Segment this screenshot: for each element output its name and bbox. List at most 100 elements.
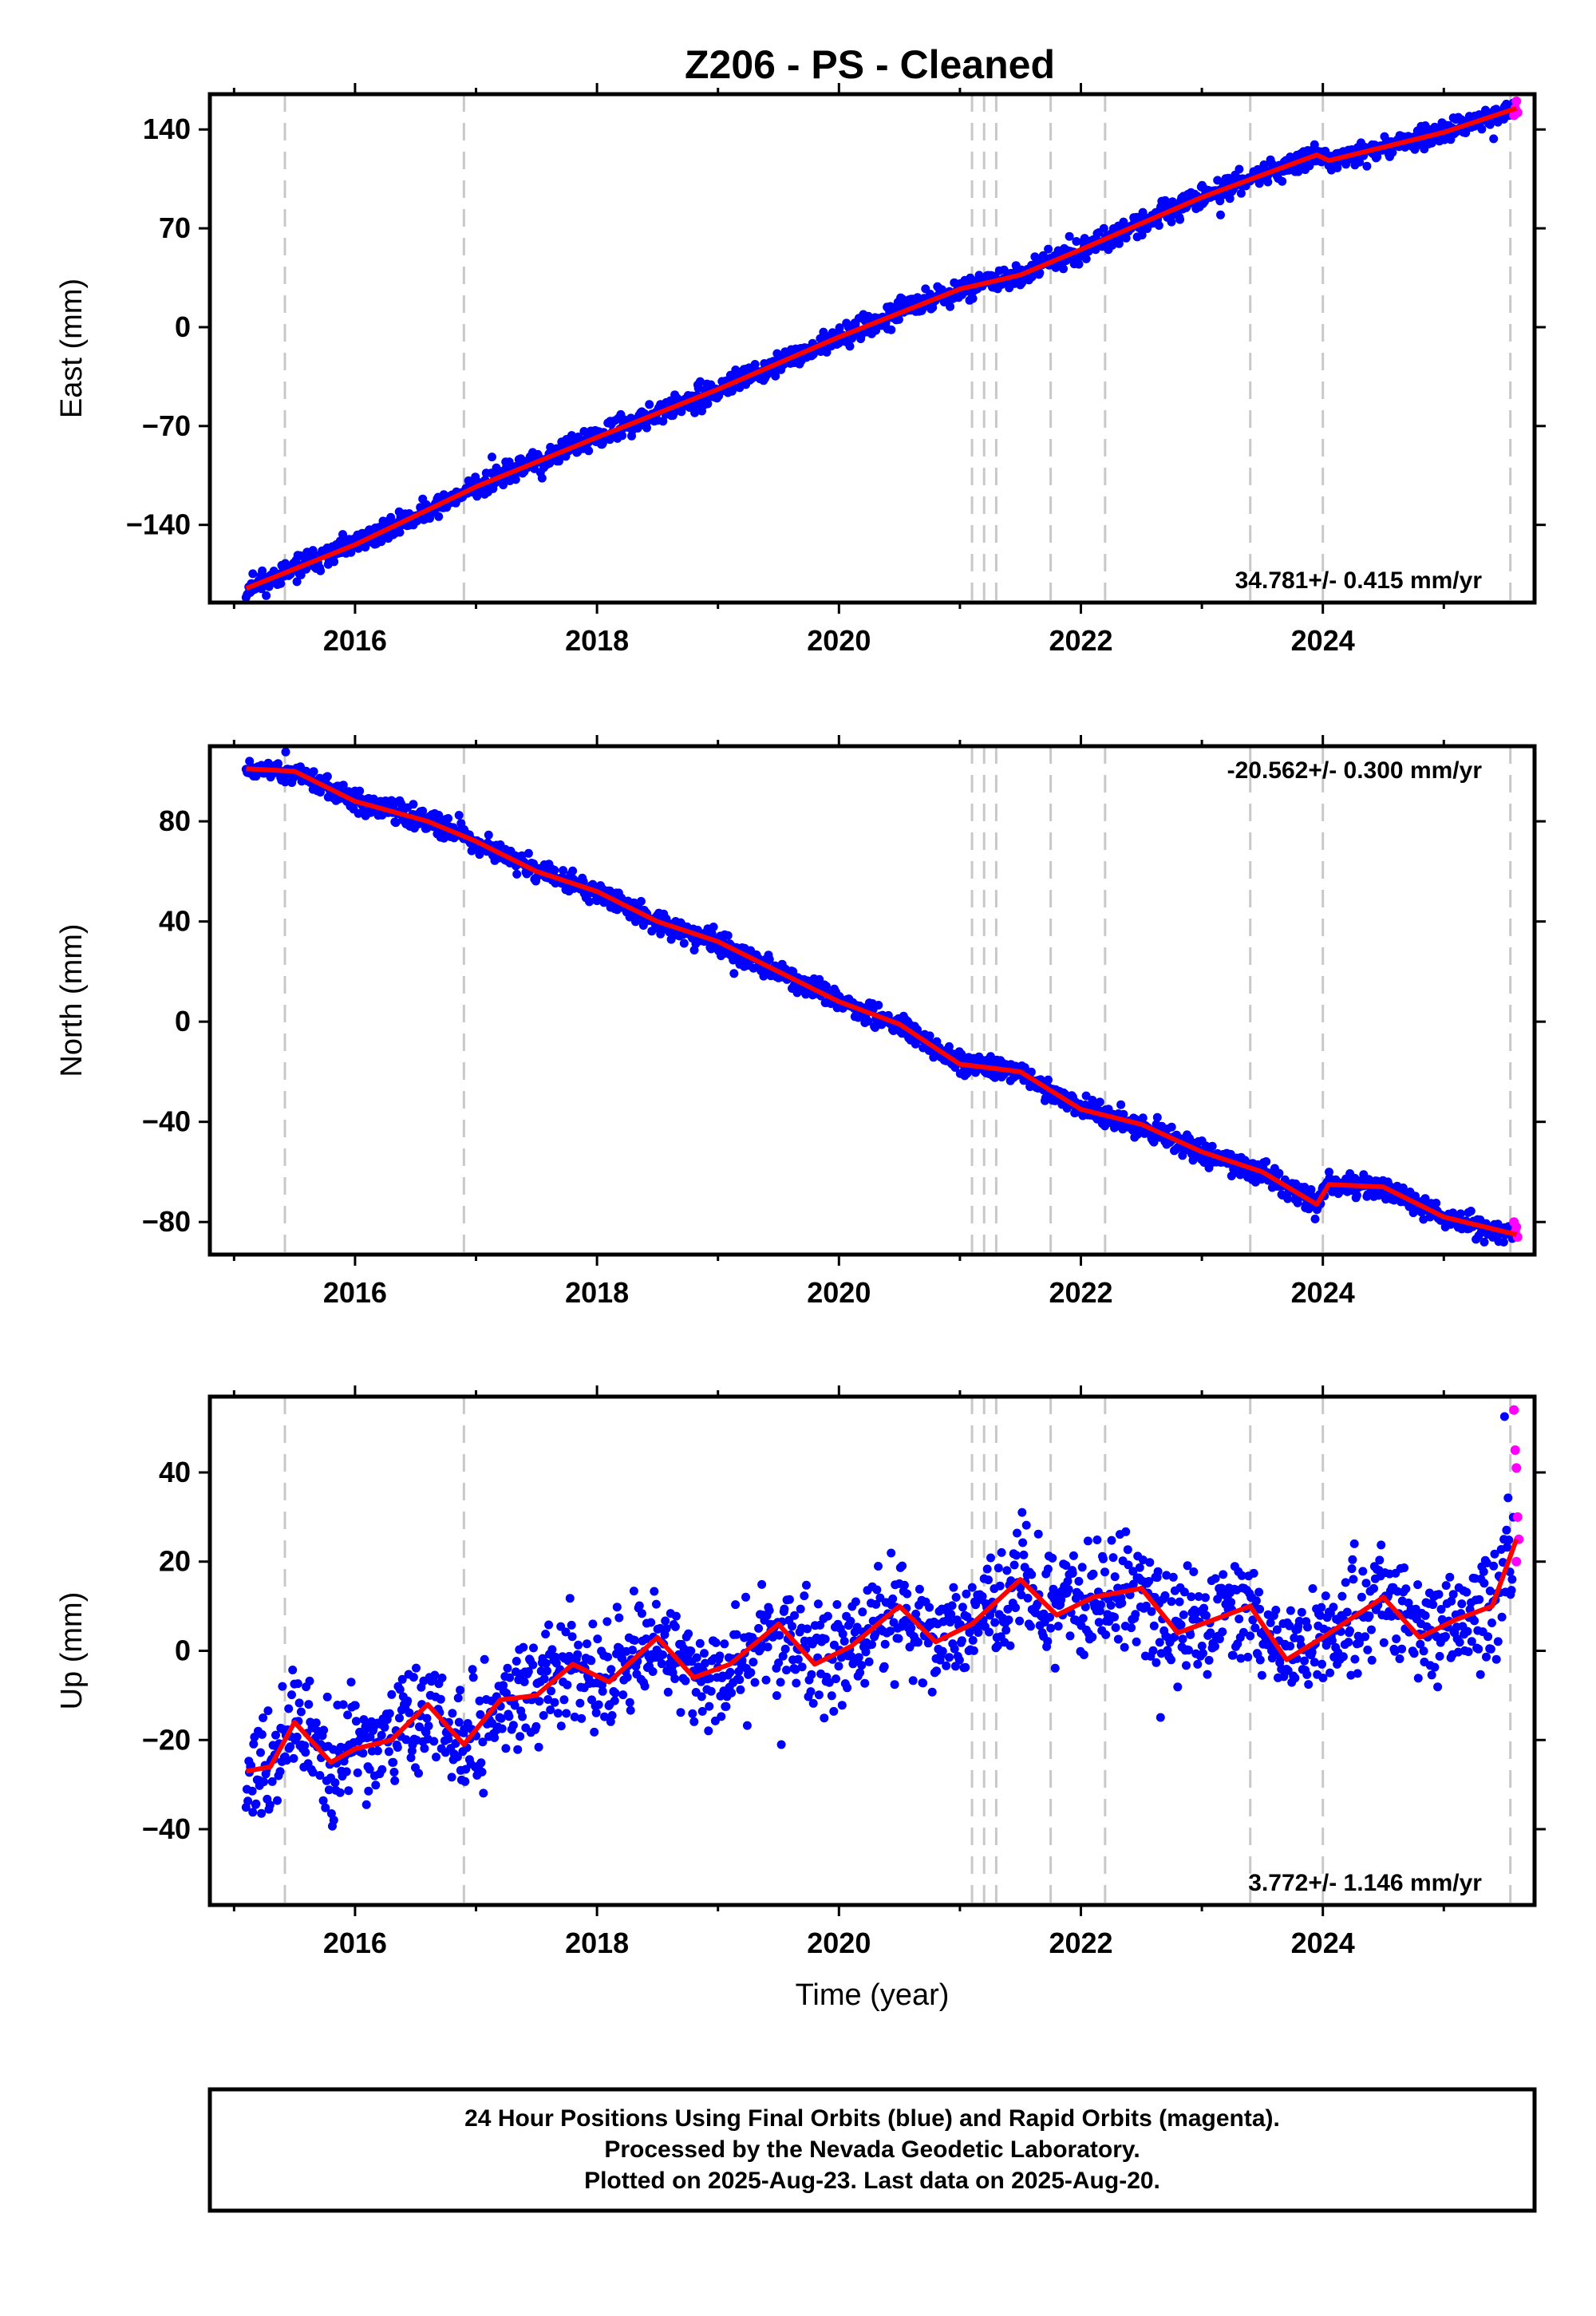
data-point <box>1400 1563 1409 1572</box>
data-point <box>454 811 464 820</box>
data-point <box>281 747 290 757</box>
data-point <box>1430 1662 1440 1672</box>
data-point <box>541 1630 551 1638</box>
data-point <box>537 473 547 483</box>
data-point <box>780 1644 790 1654</box>
data-point <box>497 1724 507 1733</box>
plot-frame <box>207 92 1537 605</box>
data-point <box>1002 1566 1012 1575</box>
data-point <box>711 1638 721 1647</box>
data-point <box>802 1580 811 1590</box>
data-point <box>888 1594 898 1603</box>
data-point <box>803 1624 812 1634</box>
data-point <box>288 1666 298 1674</box>
x-tick-label: 2018 <box>565 624 629 657</box>
data-point <box>1218 1627 1227 1637</box>
data-point <box>1211 1642 1219 1651</box>
data-point <box>523 1667 533 1676</box>
data-point <box>949 1583 958 1592</box>
data-point <box>280 777 290 787</box>
data-point <box>547 1645 557 1654</box>
data-point <box>1035 268 1045 278</box>
data-point <box>729 969 739 978</box>
data-point <box>894 1634 903 1643</box>
data-point <box>476 1758 486 1768</box>
data-point <box>911 1039 920 1049</box>
data-point <box>1148 1646 1158 1655</box>
data-point <box>318 1796 328 1805</box>
data-point <box>1345 1626 1354 1635</box>
data-point <box>1342 1607 1352 1617</box>
data-point <box>335 1788 345 1797</box>
data-point <box>1015 1616 1025 1626</box>
data-point <box>1476 1670 1485 1679</box>
data-point <box>267 1777 277 1786</box>
data-point <box>1337 1591 1347 1601</box>
data-point <box>1175 215 1185 224</box>
data-point <box>742 1721 752 1730</box>
data-point <box>380 1722 389 1732</box>
data-point <box>790 1611 800 1620</box>
data-point <box>490 1733 500 1742</box>
data-point <box>434 512 444 521</box>
data-point <box>763 1642 772 1652</box>
data-point <box>273 1796 282 1805</box>
data-point <box>1487 1618 1496 1627</box>
x-tick-label: 2020 <box>807 1927 871 1959</box>
data-point <box>510 1701 519 1710</box>
data-point <box>1457 1599 1467 1609</box>
data-point <box>505 1673 515 1682</box>
data-point <box>986 1553 995 1563</box>
data-point <box>788 1622 797 1631</box>
data-point <box>688 1709 697 1718</box>
y-tick-label: 0 <box>175 1634 191 1667</box>
data-point <box>657 1659 666 1669</box>
data-point <box>412 1663 421 1673</box>
data-point <box>671 1611 681 1621</box>
data-point <box>365 1765 374 1774</box>
data-point <box>764 954 774 964</box>
data-point <box>1059 264 1068 274</box>
data-point <box>1362 161 1372 171</box>
data-point <box>723 931 733 940</box>
data-point <box>308 1768 318 1777</box>
data-point <box>594 1700 603 1709</box>
data-point <box>1489 1561 1499 1571</box>
data-point <box>436 1694 445 1704</box>
data-point <box>1388 148 1397 157</box>
data-point <box>1120 1642 1129 1652</box>
data-point <box>1497 1612 1507 1622</box>
data-point <box>1176 1620 1186 1630</box>
data-point <box>528 1660 538 1670</box>
data-point <box>1023 1594 1033 1603</box>
data-point <box>518 1712 527 1721</box>
data-point <box>658 1650 667 1659</box>
data-point <box>1474 1644 1483 1654</box>
data-point <box>1009 1560 1019 1570</box>
data-point <box>1507 1575 1517 1584</box>
data-point <box>676 1708 685 1717</box>
data-point <box>666 935 676 944</box>
data-point <box>274 759 282 769</box>
data-point <box>864 1657 874 1666</box>
data-point <box>984 1575 993 1585</box>
data-point <box>588 1619 598 1629</box>
data-point <box>1167 1122 1176 1132</box>
data-point <box>704 1726 713 1736</box>
data-point <box>899 1580 909 1590</box>
data-point <box>476 1709 485 1719</box>
data-point <box>563 1680 572 1690</box>
velocity-annotation: 34.781+/- 0.415 mm/yr <box>1235 567 1483 594</box>
data-point <box>1121 1527 1131 1536</box>
data-point <box>409 1673 418 1682</box>
data-point <box>1349 1539 1359 1548</box>
data-point <box>851 1597 860 1607</box>
data-point <box>453 1694 463 1703</box>
data-point <box>1477 124 1487 134</box>
data-point <box>574 1640 583 1650</box>
data-point <box>550 1697 559 1707</box>
data-point <box>1257 1670 1266 1680</box>
data-point <box>1167 1597 1176 1607</box>
data-point <box>484 830 493 840</box>
data-point <box>1440 135 1449 144</box>
